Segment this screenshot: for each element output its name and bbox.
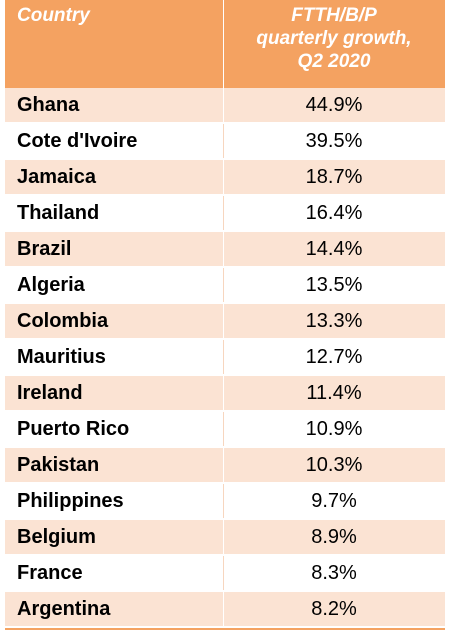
growth-value-cell: 10.3%	[305, 453, 363, 476]
header-growth-line-1: FTTH/B/P	[291, 5, 377, 26]
country-cell: Belgium	[17, 525, 96, 548]
growth-value-cell: 12.7%	[305, 345, 363, 368]
header-growth: FTTH/B/P quarterly growth, Q2 2020	[223, 0, 445, 88]
table-header: Country FTTH/B/P quarterly growth, Q2 20…	[5, 0, 445, 88]
table-row: Jamaica 18.7%	[5, 160, 445, 196]
column-divider	[223, 88, 224, 122]
country-cell: Thailand	[17, 201, 100, 224]
country-cell: Ireland	[17, 381, 83, 404]
country-cell: Cote d'Ivoire	[17, 129, 138, 152]
column-divider	[223, 376, 224, 410]
growth-value-cell: 16.4%	[305, 201, 363, 224]
country-cell: Jamaica	[17, 165, 96, 188]
growth-value-cell: 8.3%	[311, 561, 357, 584]
table-row: France 8.3%	[5, 556, 445, 592]
growth-table: Country FTTH/B/P quarterly growth, Q2 20…	[5, 0, 445, 630]
table-row: Puerto Rico 10.9%	[5, 412, 445, 448]
column-divider	[223, 448, 224, 482]
table-row: Philippines 9.7%	[5, 484, 445, 520]
column-divider	[223, 304, 224, 338]
country-cell: Mauritius	[17, 345, 106, 368]
table-row: Algeria 13.5%	[5, 268, 445, 304]
country-cell: Puerto Rico	[17, 417, 130, 440]
column-divider	[223, 556, 224, 590]
header-country: Country	[17, 5, 90, 26]
column-divider	[223, 196, 224, 230]
table-row: Mauritius 12.7%	[5, 340, 445, 376]
country-cell: Brazil	[17, 237, 72, 260]
growth-value-cell: 8.9%	[311, 525, 357, 548]
growth-value-cell: 8.2%	[311, 597, 357, 620]
country-cell: Argentina	[17, 597, 111, 620]
table-row: Argentina 8.2%	[5, 592, 445, 628]
table-row: Ireland 11.4%	[5, 376, 445, 412]
column-divider	[223, 268, 224, 302]
growth-value-cell: 14.4%	[305, 237, 363, 260]
table-row: Pakistan 10.3%	[5, 448, 445, 484]
country-cell: France	[17, 561, 83, 584]
header-growth-line-3: Q2 2020	[297, 51, 371, 72]
country-cell: Philippines	[17, 489, 124, 512]
growth-value-cell: 13.5%	[305, 273, 363, 296]
growth-value-cell: 39.5%	[305, 129, 363, 152]
growth-value-cell: 44.9%	[305, 93, 363, 116]
table-row: Brazil 14.4%	[5, 232, 445, 268]
column-divider	[223, 340, 224, 374]
table-row: Cote d'Ivoire 39.5%	[5, 124, 445, 160]
growth-value-cell: 18.7%	[305, 165, 363, 188]
header-growth-line-2: quarterly growth,	[256, 28, 412, 49]
table-row: Ghana 44.9%	[5, 88, 445, 124]
country-cell: Algeria	[17, 273, 85, 296]
column-divider	[223, 160, 224, 194]
column-divider	[223, 412, 224, 446]
growth-value-cell: 10.9%	[305, 417, 363, 440]
growth-value-cell: 13.3%	[305, 309, 363, 332]
country-cell: Ghana	[17, 93, 80, 116]
table-row: Thailand 16.4%	[5, 196, 445, 232]
column-divider	[223, 232, 224, 266]
column-divider	[223, 520, 224, 554]
growth-value-cell: 11.4%	[306, 381, 362, 404]
table-bottom-border	[5, 628, 445, 630]
growth-value-cell: 9.7%	[311, 489, 357, 512]
country-cell: Pakistan	[17, 453, 100, 476]
column-divider	[223, 124, 224, 158]
table-row: Colombia 13.3%	[5, 304, 445, 340]
header-divider	[223, 0, 224, 88]
table-body: Ghana 44.9% Cote d'Ivoire 39.5% Jamaica 18.7%…	[5, 88, 445, 628]
column-divider	[223, 484, 224, 518]
table-row: Belgium 8.9%	[5, 520, 445, 556]
column-divider	[223, 592, 224, 626]
country-cell: Colombia	[17, 309, 109, 332]
